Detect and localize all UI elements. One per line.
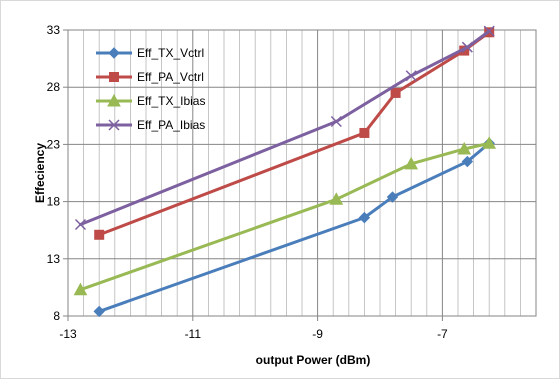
data-point xyxy=(483,25,495,37)
axes xyxy=(63,29,537,321)
legend-label: Eff_PA_Ibias xyxy=(137,118,205,132)
y-axis-title: Effeciency xyxy=(33,143,47,203)
x-axis-title: output Power (dBm) xyxy=(256,353,371,367)
data-point xyxy=(482,136,497,149)
y-tick-label: 8 xyxy=(53,309,60,323)
x-tick-labels: -13 -11 -9 -7 xyxy=(59,327,448,341)
data-point xyxy=(329,192,344,205)
legend-label: Eff_TX_Ibias xyxy=(137,94,205,108)
data-point xyxy=(330,115,342,128)
series-eff-tx-vctrl xyxy=(93,137,495,318)
legend-entry: Eff_TX_Vctrl xyxy=(96,46,204,60)
data-point xyxy=(461,41,473,53)
data-point xyxy=(73,282,88,296)
y-tick-label: 13 xyxy=(47,252,61,266)
y-tick-label: 23 xyxy=(47,137,61,151)
plot-area-border xyxy=(67,29,537,317)
data-point xyxy=(93,305,105,318)
x-tick-label: -9 xyxy=(312,327,323,341)
data-point xyxy=(461,155,474,168)
series-lines xyxy=(73,25,497,318)
x-tick-label: -7 xyxy=(437,327,448,341)
data-point xyxy=(94,229,105,240)
legend-label: Eff_PA_Vctrl xyxy=(137,70,204,84)
data-point xyxy=(390,87,401,98)
series-eff-tx-ibias xyxy=(73,136,497,296)
data-point xyxy=(386,191,399,203)
data-point xyxy=(74,218,87,231)
legend-swatch-marker xyxy=(107,93,121,107)
data-point xyxy=(358,211,371,224)
y-tick-label: 18 xyxy=(47,195,61,209)
data-point xyxy=(404,156,419,170)
legend: Eff_TX_Vctrl Eff_PA_Vctrl Eff_TX_Ibias Eff_… xyxy=(96,46,205,132)
legend-entry: Eff_PA_Vctrl xyxy=(96,70,204,84)
y-tick-labels: 8 13 18 23 28 33 xyxy=(47,23,61,323)
y-tick-label: 33 xyxy=(47,23,61,37)
legend-swatch-marker xyxy=(109,72,119,82)
legend-entry: Eff_PA_Ibias xyxy=(96,118,205,132)
x-tick-label: -11 xyxy=(185,327,202,341)
legend-swatch-marker xyxy=(108,119,120,131)
data-point xyxy=(405,70,417,82)
legend-entry: Eff_TX_Ibias xyxy=(96,93,205,108)
series-eff-pa-ibias xyxy=(74,25,495,231)
legend-label: Eff_TX_Vctrl xyxy=(137,46,204,60)
data-point xyxy=(457,141,472,155)
x-tick-label: -13 xyxy=(59,327,77,341)
y-tick-label: 28 xyxy=(47,80,61,94)
legend-swatch-marker xyxy=(108,47,120,59)
data-point xyxy=(359,127,370,138)
